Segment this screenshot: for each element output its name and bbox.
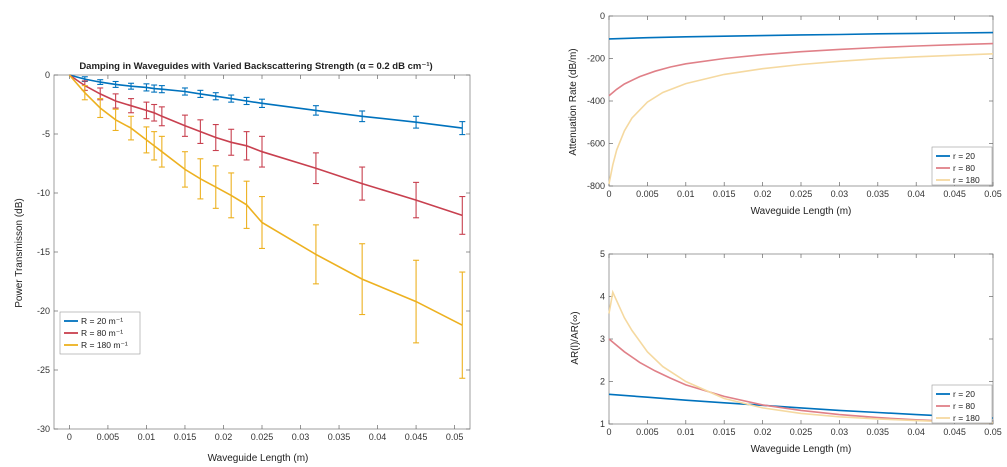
- attenuation-x-tick-label: 0.045: [943, 189, 966, 199]
- damping-x-tick-label: 0.005: [97, 432, 120, 442]
- damping-x-tick-label: 0.02: [215, 432, 233, 442]
- damping-chart-ylabel: Power Transmisson (dB): [14, 198, 25, 307]
- ar-ratio-x-tick-label: 0.05: [984, 427, 1002, 437]
- damping-x-tick-label: 0.015: [174, 432, 197, 442]
- attenuation-series-line-0: [608, 31, 994, 40]
- damping-chart-xlabel: Waveguide Length (m): [208, 453, 309, 464]
- damping-chart-title: Damping in Waveguides with Varied Backsc…: [79, 61, 432, 72]
- ar-ratio-legend-label: r = 80: [953, 401, 975, 411]
- attenuation-chart-plot-area: 0 0.005 0.01 0.015 0.02 0.025 0.03 0.035 0.04 0.0…: [587, 11, 1002, 199]
- ar-ratio-x-tick-label: 0.01: [677, 427, 695, 437]
- damping-y-tick-label: -20: [37, 306, 50, 316]
- attenuation-series-line-1: [608, 42, 994, 97]
- attenuation-x-tick-label: 0: [606, 189, 611, 199]
- damping-legend-label: R = 20 m⁻¹: [81, 316, 123, 326]
- damping-axes-frame: [53, 74, 471, 430]
- attenuation-legend-label: r = 180: [953, 175, 980, 185]
- damping-y-tick-label: -15: [37, 247, 50, 257]
- ar-ratio-series-line-2: [608, 289, 994, 424]
- damping-y-tick-label: -30: [37, 424, 50, 434]
- ar-ratio-y-tick-label: 3: [600, 334, 605, 344]
- damping-y-tick-label: -10: [37, 188, 50, 198]
- attenuation-legend-label: r = 80: [953, 163, 975, 173]
- ar-ratio-x-tick-label: 0.04: [907, 427, 925, 437]
- attenuation-axes-frame: [608, 15, 994, 187]
- ar-ratio-chart-ylabel: AR(l)/AR(∞): [570, 311, 581, 364]
- damping-x-tick-label: 0.045: [405, 432, 428, 442]
- ar-ratio-y-tick-label: 4: [600, 292, 605, 302]
- damping-x-tick-label: 0: [67, 432, 72, 442]
- attenuation-x-tick-label: 0.03: [831, 189, 849, 199]
- damping-y-tick-label: 0: [45, 70, 50, 80]
- ar-ratio-y-tick-label: 1: [600, 419, 605, 429]
- ar-ratio-chart-plot-area: 0 0.005 0.01 0.015 0.02 0.025 0.03 0.035 0.04 0.0…: [600, 249, 1002, 437]
- damping-chart: Damping in Waveguides with Varied Backsc…: [14, 61, 471, 464]
- ar-ratio-x-tick-label: 0.02: [754, 427, 772, 437]
- ar-ratio-legend-label: r = 20: [953, 389, 975, 399]
- attenuation-x-tick-label: 0.01: [677, 189, 695, 199]
- ar-ratio-y-tick-label: 5: [600, 249, 605, 259]
- ar-ratio-y-tick-label: 2: [600, 377, 605, 387]
- attenuation-y-tick-label: -400: [587, 96, 605, 106]
- damping-legend-label: R = 80 m⁻¹: [81, 328, 123, 338]
- damping-legend-label: R = 180 m⁻¹: [81, 340, 128, 350]
- ar-ratio-chart: 0 0.005 0.01 0.015 0.02 0.025 0.03 0.035 0.04 0.0…: [570, 249, 1002, 455]
- damping-y-tick-label: -5: [42, 129, 50, 139]
- attenuation-chart-ylabel: Attenuation Rate (dB/m): [568, 48, 579, 155]
- attenuation-x-tick-label: 0.04: [907, 189, 925, 199]
- ar-ratio-x-tick-label: 0.015: [713, 427, 736, 437]
- attenuation-x-tick-label: 0.025: [790, 189, 813, 199]
- ar-ratio-chart-xlabel: Waveguide Length (m): [751, 444, 852, 455]
- ar-ratio-x-tick-label: 0.03: [831, 427, 849, 437]
- attenuation-series-line-2: [608, 53, 994, 185]
- damping-x-tick-label: 0.04: [369, 432, 387, 442]
- attenuation-legend-label: r = 20: [953, 151, 975, 161]
- damping-x-tick-label: 0.05: [446, 432, 464, 442]
- damping-series-line-1: [68, 74, 463, 217]
- attenuation-x-tick-label: 0.015: [713, 189, 736, 199]
- ar-ratio-series-line-1: [608, 338, 994, 424]
- attenuation-x-tick-label: 0.05: [984, 189, 1002, 199]
- attenuation-chart: 0 0.005 0.01 0.015 0.02 0.025 0.03 0.035 0.04 0.0…: [568, 11, 1002, 217]
- damping-x-tick-label: 0.025: [251, 432, 274, 442]
- attenuation-y-tick-label: -200: [587, 54, 605, 64]
- attenuation-y-tick-label: -800: [587, 181, 605, 191]
- ar-ratio-x-tick-label: 0.025: [790, 427, 813, 437]
- ar-ratio-series-line-0: [608, 393, 994, 419]
- ar-ratio-x-tick-label: 0.035: [867, 427, 890, 437]
- damping-x-tick-label: 0.035: [328, 432, 351, 442]
- damping-series-line-2: [68, 74, 463, 326]
- attenuation-y-tick-label: -600: [587, 139, 605, 149]
- ar-ratio-x-tick-label: 0.045: [943, 427, 966, 437]
- ar-ratio-x-tick-label: 0.005: [636, 427, 659, 437]
- ar-ratio-x-tick-label: 0: [606, 427, 611, 437]
- damping-y-tick-label: -25: [37, 365, 50, 375]
- attenuation-x-tick-label: 0.035: [867, 189, 890, 199]
- attenuation-y-tick-label: 0: [600, 11, 605, 21]
- attenuation-x-tick-label: 0.005: [636, 189, 659, 199]
- damping-series-line-0: [69, 74, 463, 129]
- attenuation-chart-xlabel: Waveguide Length (m): [751, 206, 852, 217]
- damping-chart-plot-area: 0 0.005 0.01 0.015 0.02 0.025 0.03 0.035 0.04 0.0…: [37, 70, 471, 442]
- damping-x-tick-label: 0.01: [138, 432, 156, 442]
- damping-x-tick-label: 0.03: [292, 432, 310, 442]
- attenuation-legend-box: [931, 146, 993, 186]
- attenuation-x-tick-label: 0.02: [754, 189, 772, 199]
- ar-ratio-legend-box: [931, 384, 993, 424]
- ar-ratio-legend-label: r = 180: [953, 413, 980, 423]
